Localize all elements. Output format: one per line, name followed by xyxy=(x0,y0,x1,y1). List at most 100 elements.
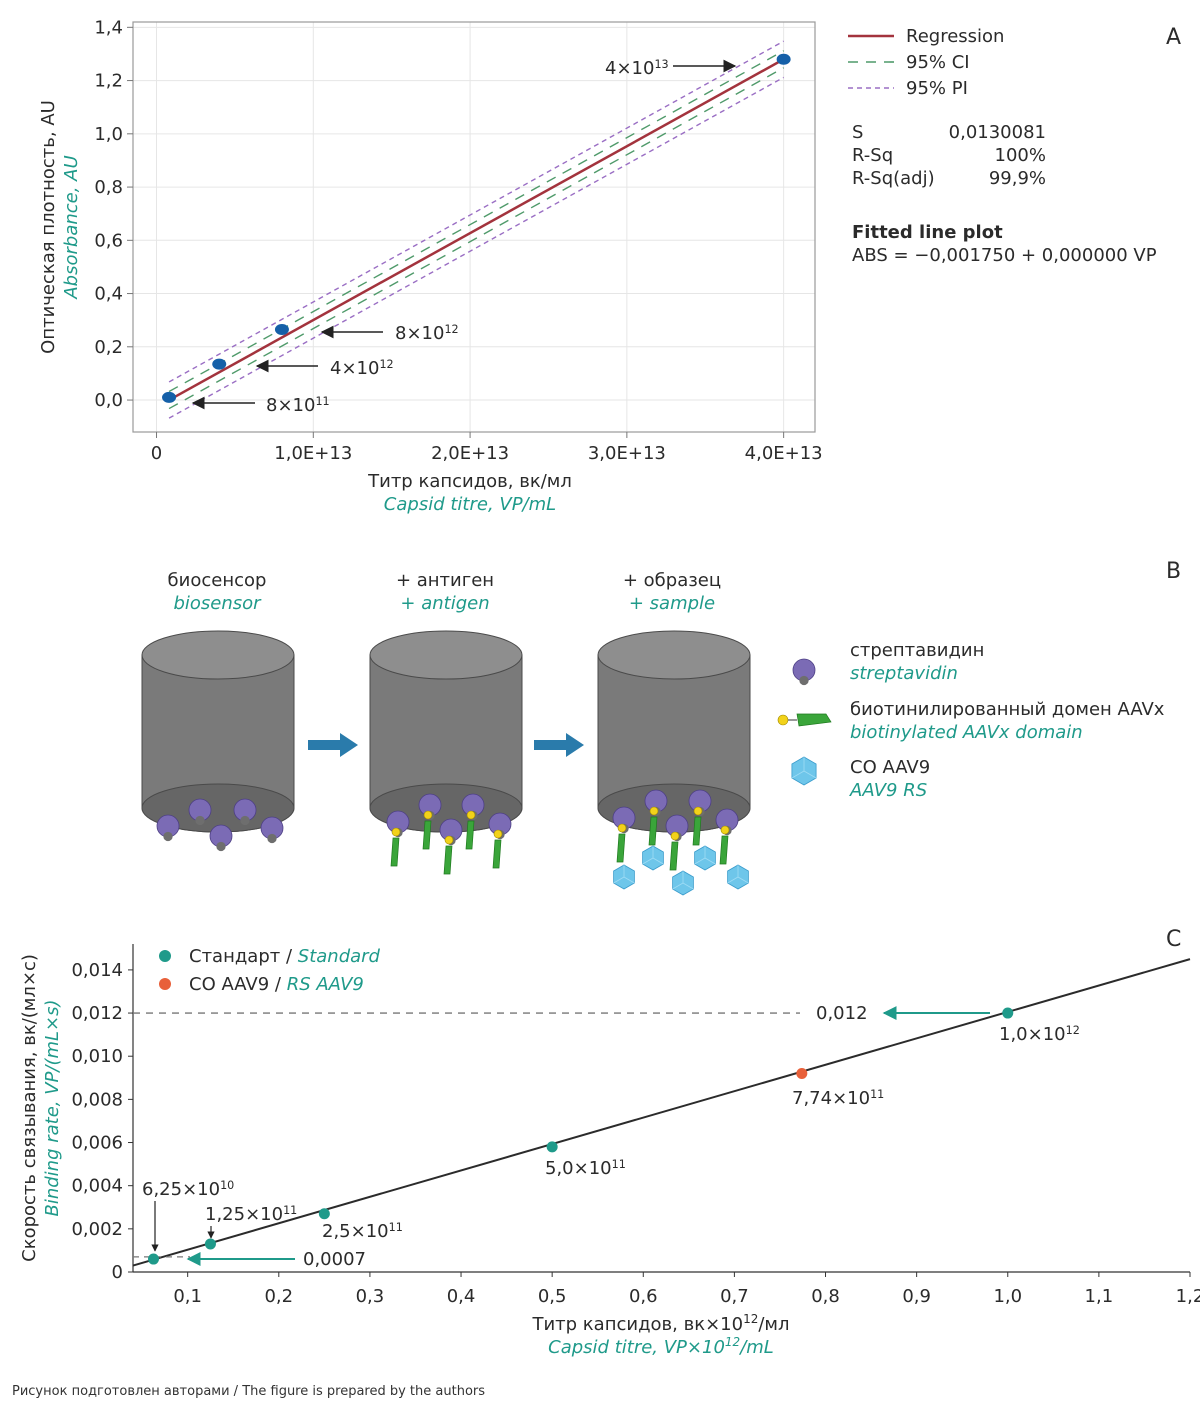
figure-credit: Рисунок подготовлен авторами / The figur… xyxy=(12,1384,486,1399)
panel-c-points xyxy=(148,1007,1014,1265)
c-tick-label-x: 0,8 xyxy=(811,1286,840,1307)
streptavidin-icon xyxy=(233,798,257,826)
biotinylated-domain-icon xyxy=(443,835,454,875)
c-tick-label-x: 0,5 xyxy=(538,1286,567,1307)
panel-b-legend: стрептавидин streptavidin биотинилирован… xyxy=(777,640,1165,801)
legend-biotin xyxy=(777,714,789,726)
legend-capsid-label: СО AAV9 xyxy=(850,757,930,778)
stat-s-value: 0,0130081 xyxy=(949,122,1046,143)
a-data-point xyxy=(776,53,791,65)
c-tick-label-y: 0,014 xyxy=(71,960,123,981)
biotinylated-domain-icon xyxy=(692,806,703,846)
panel-a-frame xyxy=(132,21,816,433)
c-standard-point xyxy=(318,1208,330,1220)
c-tick-label-x: 0,2 xyxy=(264,1286,293,1307)
a-tick-label-y: 0,8 xyxy=(94,177,123,198)
biosensor-cylinder-2 xyxy=(369,630,523,875)
a-tick-label-x: 3,0E+13 xyxy=(588,443,666,464)
a-data-point xyxy=(274,324,289,335)
panel-a-letter: A xyxy=(1166,25,1181,50)
legend-capsid-label-en: AAV9 RS xyxy=(849,780,927,801)
c-tick-label-y: 0 xyxy=(112,1262,123,1283)
panel-a-xlabel: Титр капсидов, вк/мл xyxy=(367,471,572,492)
c-standard-point xyxy=(204,1238,216,1250)
panel-a-bands xyxy=(168,40,785,419)
c-tick-label-x: 1,1 xyxy=(1085,1286,1114,1307)
a-annotation-label: 8×1011 xyxy=(266,395,330,417)
panel-b-diagram: B биосенсор biosensor + антиген + antige… xyxy=(141,559,1181,896)
c-tick-label-y: 0,010 xyxy=(71,1046,123,1067)
c-ref-label-0012: 0,012 xyxy=(816,1003,868,1024)
ci-lower-line xyxy=(168,67,784,410)
biotinylated-domain-icon xyxy=(492,829,503,869)
c-tick-label-x: 0,3 xyxy=(356,1286,385,1307)
legend-standard-marker xyxy=(159,950,171,962)
biotinylated-domain-icon xyxy=(422,810,433,850)
legend-pi-label: 95% PI xyxy=(906,78,968,99)
a-tick-label-x: 0 xyxy=(151,443,162,464)
legend-streptavidin-label: стрептавидин xyxy=(850,640,984,661)
panel-c-ylabel-en: Binding rate, VP/(mL×s) xyxy=(42,999,63,1216)
step-3-label-en: + sample xyxy=(629,593,715,614)
c-tick-label-y: 0,006 xyxy=(71,1133,123,1154)
a-tick-label-y: 0,0 xyxy=(94,390,123,411)
ci-upper-line xyxy=(168,50,784,393)
c-tick-label-x: 0,9 xyxy=(902,1286,931,1307)
c-rs-point xyxy=(796,1067,808,1079)
panel-a-xlabel-en: Capsid titre, VP/mL xyxy=(384,494,556,515)
step-arrow-2 xyxy=(534,733,584,757)
legend-domain-body xyxy=(796,713,832,727)
a-tick-label-y: 1,0 xyxy=(94,124,123,145)
biotinylated-domain-icon xyxy=(616,823,627,863)
legend-rs-label: СО AAV9 xyxy=(189,974,269,995)
capsid-icon xyxy=(613,864,635,890)
fitted-line-title: Fitted line plot xyxy=(852,222,1003,243)
panel-a-chart: 0 1,0E+13 2,0E+13 3,0E+13 4,0E+13 0,0 0,2 0,4 0,… xyxy=(38,17,1181,515)
biotinylated-domain-icon xyxy=(669,831,680,871)
capsid-icon xyxy=(791,756,817,786)
a-data-point xyxy=(162,391,177,403)
c-tick-label-x: 0,6 xyxy=(629,1286,658,1307)
panel-c-legend: Стандарт / Standard СО AAV9 / RS AAV9 xyxy=(159,946,381,995)
streptavidin-icon xyxy=(156,814,180,842)
legend-rs-marker xyxy=(159,978,171,990)
step-1-label: биосенсор xyxy=(168,570,267,591)
panel-b-letter: B xyxy=(1166,559,1181,584)
legend-rs-label-en: RS AAV9 xyxy=(287,974,364,995)
a-tick-label-x: 2,0E+13 xyxy=(431,443,509,464)
capsid-icon xyxy=(642,845,664,871)
step-1-label-en: biosensor xyxy=(173,593,262,614)
c-annotation-label: 1,0×1012 xyxy=(999,1024,1080,1046)
panel-a-legend: Regression 95% CI 95% PI xyxy=(848,26,1004,99)
c-tick-label-y: 0,012 xyxy=(71,1003,123,1024)
step-2-label: + антиген xyxy=(396,570,494,591)
c-annotation-label: 6,25×1010 xyxy=(142,1179,234,1201)
c-tick-label-x: 0,4 xyxy=(447,1286,476,1307)
legend-regression-label: Regression xyxy=(906,26,1004,47)
stat-rsq-label: R-Sq xyxy=(852,145,893,166)
step-arrow-1 xyxy=(308,733,358,757)
panel-c-letter: C xyxy=(1166,927,1181,952)
fitted-line-equation: ABS = −0,001750 + 0,000000 VP xyxy=(852,245,1157,266)
c-tick-label-x: 1,0 xyxy=(993,1286,1022,1307)
capsid-icon xyxy=(791,756,817,786)
streptavidin-icon xyxy=(188,798,212,826)
streptavidin-icon xyxy=(792,658,816,686)
c-tick-label-y: 0,004 xyxy=(71,1176,123,1197)
streptavidin-icon xyxy=(792,658,816,686)
biotinylated-domain-icon xyxy=(390,827,401,867)
panel-c-annotations: 6,25×1010 1,25×1011 2,5×1011 5,0×1011 7,74×1… xyxy=(142,1003,1080,1270)
c-fit-line xyxy=(132,958,1191,1267)
svg-text:Стандарт / Standard: Стандарт / Standard xyxy=(189,946,381,967)
panel-a-stats: S 0,0130081 R-Sq 100% R-Sq(adj) 99,9% Fi… xyxy=(852,122,1157,266)
c-standard-point xyxy=(1002,1007,1014,1019)
panel-a-ylabel: Оптическая плотность, AU xyxy=(38,100,59,354)
a-tick-label-y: 1,4 xyxy=(94,17,123,38)
panel-c-ticks: 0,1 0,2 0,3 0,4 0,5 0,6 0,7 0,8 0,9 1,0 1,1 1,2 0 0,0… xyxy=(71,960,1200,1307)
biotinylated-domain-icon xyxy=(777,713,832,727)
c-tick-label-y: 0,002 xyxy=(71,1219,123,1240)
capsid-icon xyxy=(727,864,749,890)
legend-domain-label: биотинилированный домен AAVx xyxy=(850,699,1165,720)
step-2-label-en: + antigen xyxy=(400,593,489,614)
stat-s-label: S xyxy=(852,122,863,143)
